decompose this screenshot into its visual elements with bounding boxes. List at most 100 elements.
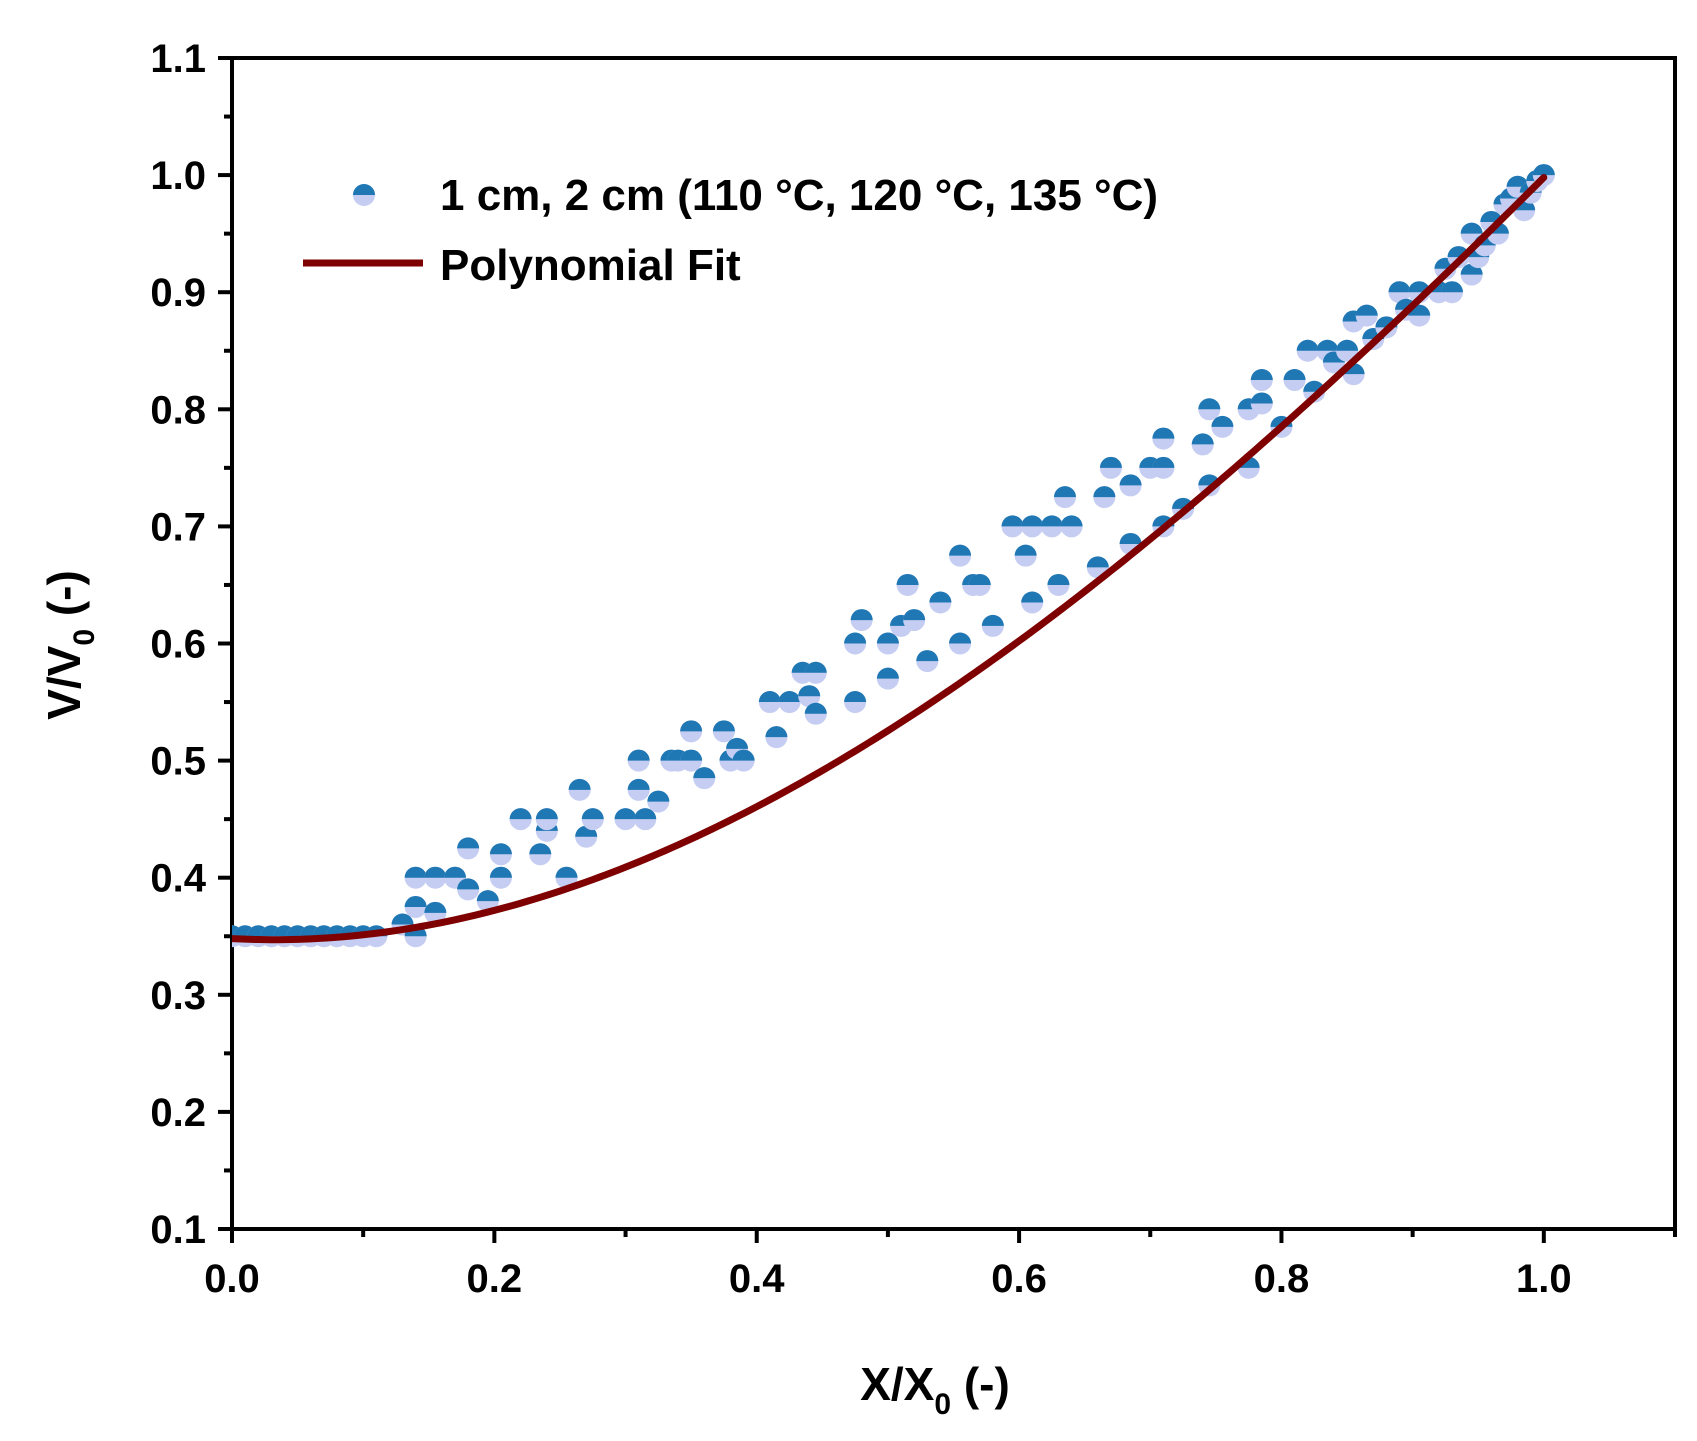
- scatter-point-45: [732, 749, 755, 772]
- scatter-point-68: [1001, 515, 1024, 538]
- scatter-point-59: [896, 573, 919, 596]
- scatter-point-25: [529, 843, 552, 866]
- scatter-point-32: [614, 808, 637, 831]
- legend-label-scatter: 1 cm, 2 cm (110 °C, 120 °C, 135 °C): [440, 171, 1158, 220]
- scatter-point-20: [457, 837, 480, 860]
- scatter-point-96: [1296, 339, 1319, 362]
- scatter-point-27: [535, 808, 558, 831]
- x-tick-label-2: 0.4: [729, 1257, 785, 1301]
- scatter-series: [232, 164, 1555, 948]
- y-tick-label-0: 0.1: [150, 1208, 206, 1252]
- y-tick-label-2: 0.3: [150, 974, 206, 1018]
- scatter-point-28: [555, 866, 578, 889]
- scatter-point-86: [1191, 433, 1214, 456]
- scatter-point-100: [1336, 339, 1359, 362]
- scatter-point-56: [876, 667, 899, 690]
- scatter-point-61: [916, 650, 939, 673]
- x-axis-label: X/X0 (-): [860, 1358, 1010, 1421]
- scatter-point-47: [765, 726, 788, 749]
- scatter-point-88: [1198, 398, 1221, 421]
- scatter-point-54: [844, 632, 867, 655]
- scatter-point-60: [903, 609, 926, 632]
- y-axis-label-suffix: (-): [38, 570, 90, 629]
- scatter-point-83: [1152, 456, 1175, 479]
- scatter-point-23: [489, 843, 512, 866]
- y-axis-label: V/V0 (-): [38, 570, 101, 720]
- scatter-point-93: [1250, 369, 1273, 392]
- x-tick-label-1: 0.2: [467, 1257, 523, 1301]
- scatter-point-52: [804, 702, 827, 725]
- y-tick-label-10: 1.1: [150, 37, 206, 81]
- scatter-point-39: [680, 749, 703, 772]
- scatter-point-80: [1119, 474, 1142, 497]
- y-tick-label-8: 0.9: [150, 271, 206, 315]
- scatter-point-84: [1152, 427, 1175, 450]
- scatter-point-17: [424, 866, 447, 889]
- x-tick-label-4: 0.8: [1254, 1257, 1310, 1301]
- y-tick-label-7: 0.8: [150, 388, 206, 432]
- scatter-point-48: [778, 691, 801, 714]
- scatter-point-103: [1355, 304, 1378, 327]
- scatter-point-41: [693, 767, 716, 790]
- scatter-point-24: [509, 808, 532, 831]
- y-tick-label-9: 1.0: [150, 154, 206, 198]
- x-axis-label-subscript: 0: [934, 1388, 951, 1421]
- scatter-point-71: [1021, 515, 1044, 538]
- legend-marker-scatter: [353, 184, 375, 206]
- scatter-point-75: [1060, 515, 1083, 538]
- x-tick-label-3: 0.6: [991, 1257, 1047, 1301]
- scatter-point-64: [949, 544, 972, 567]
- y-tick-label-3: 0.4: [150, 857, 206, 901]
- y-axis-ticks: [218, 56, 232, 1231]
- scatter-point-19: [457, 878, 480, 901]
- y-axis-tick-labels: 0.1 0.2 0.3 0.4 0.5 0.6 0.7 0.8 0.9 1.0 1.1: [150, 37, 206, 1252]
- scatter-point-62: [929, 591, 952, 614]
- scatter-point-36: [647, 790, 670, 813]
- x-axis-tick-labels: 0.0 0.2 0.4 0.6 0.8 1.0: [204, 1257, 1571, 1301]
- scatter-point-66: [968, 573, 991, 596]
- y-tick-label-5: 0.6: [150, 623, 206, 667]
- scatter-point-40: [680, 720, 703, 743]
- scatter-point-73: [1047, 573, 1070, 596]
- scatter-point-63: [949, 632, 972, 655]
- scatter-point-53: [844, 691, 867, 714]
- scatter-point-95: [1283, 369, 1306, 392]
- scatter-point-51: [804, 661, 827, 684]
- scatter-point-55: [850, 609, 873, 632]
- scatter-point-106: [1388, 281, 1411, 304]
- x-axis-label-suffix: (-): [951, 1358, 1010, 1410]
- scatter-point-92: [1250, 392, 1273, 415]
- scatter-point-57: [876, 632, 899, 655]
- scatter-point-89: [1211, 415, 1234, 438]
- scatter-point-69: [1014, 544, 1037, 567]
- y-tick-label-4: 0.5: [150, 740, 206, 784]
- scatter-point-34: [627, 749, 650, 772]
- polynomial-fit-line: [232, 173, 1548, 944]
- x-tick-label-0: 0.0: [204, 1257, 260, 1301]
- legend: 1 cm, 2 cm (110 °C, 120 °C, 135 °C) Poly…: [303, 171, 1158, 290]
- scatter-point-21: [476, 890, 499, 913]
- scatter-point-16: [424, 901, 447, 924]
- scatter-point-46: [758, 691, 781, 714]
- x-axis-ticks: [230, 1229, 1677, 1243]
- scatter-point-70: [1021, 591, 1044, 614]
- scatter-point-42: [712, 720, 735, 743]
- scatter-point-35: [634, 808, 657, 831]
- y-tick-label-6: 0.7: [150, 505, 206, 549]
- scatter-point-67: [981, 614, 1004, 637]
- y-tick-label-1: 0.2: [150, 1091, 206, 1135]
- scatter-point-72: [1040, 515, 1063, 538]
- legend-label-fit: Polynomial Fit: [440, 241, 741, 290]
- scatter-point-77: [1093, 486, 1116, 509]
- scatter-point-112: [1440, 281, 1463, 304]
- y-axis-label-subscript: 0: [68, 629, 101, 646]
- scatter-point-15: [404, 866, 427, 889]
- x-tick-label-5: 1.0: [1516, 1257, 1572, 1301]
- scatter-point-29: [568, 778, 591, 801]
- scatter-point-14: [404, 895, 427, 918]
- scatter-point-78: [1099, 456, 1122, 479]
- scatter-point-74: [1054, 486, 1077, 509]
- scatter-point-22: [489, 866, 512, 889]
- scatter-point-31: [581, 808, 604, 831]
